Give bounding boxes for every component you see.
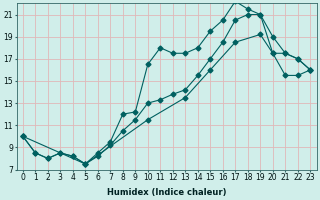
X-axis label: Humidex (Indice chaleur): Humidex (Indice chaleur) [107, 188, 226, 197]
